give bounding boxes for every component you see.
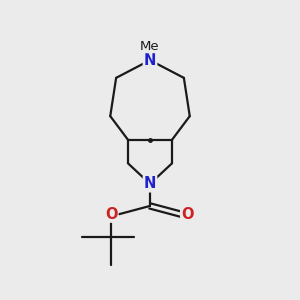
Text: O: O bbox=[105, 207, 117, 222]
Text: O: O bbox=[181, 207, 194, 222]
Text: N: N bbox=[144, 176, 156, 191]
Text: Me: Me bbox=[140, 40, 160, 52]
Text: N: N bbox=[144, 53, 156, 68]
